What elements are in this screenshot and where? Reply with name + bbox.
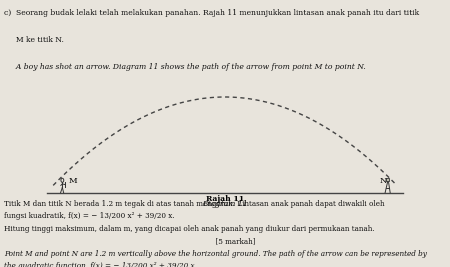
Text: Titik M dan titik N berada 1.2 m tegak di atas tanah mengufuk. Lintasan anak pan: Titik M dan titik N berada 1.2 m tegak d… (4, 200, 385, 208)
Text: Rajah 11: Rajah 11 (206, 195, 244, 203)
Text: M ke titik N.: M ke titik N. (4, 36, 64, 44)
Text: M: M (69, 176, 77, 184)
Text: A boy has shot an arrow. Diagram 11 shows the path of the arrow from point M to : A boy has shot an arrow. Diagram 11 show… (4, 63, 366, 71)
Text: Diagram 11: Diagram 11 (202, 200, 248, 208)
Text: Point M and point N are 1.2 m vertically above the horizontal ground. The path o: Point M and point N are 1.2 m vertically… (4, 250, 428, 258)
Text: N: N (380, 176, 387, 184)
Text: the quadratic function, f(x) = − 13/200 x² + 39/20 x.: the quadratic function, f(x) = − 13/200 … (4, 262, 198, 267)
Text: [5 markah]: [5 markah] (4, 237, 256, 245)
Text: c)  Seorang budak lelaki telah melakukan panahan. Rajah 11 menunjukkan lintasan : c) Seorang budak lelaki telah melakukan … (4, 9, 419, 17)
Bar (387, 178, 389, 181)
Text: fungsi kuadratik, f(x) = − 13/200 x² + 39/20 x.: fungsi kuadratik, f(x) = − 13/200 x² + 3… (4, 212, 175, 220)
Text: Hitung tinggi maksimum, dalam m, yang dicapai oleh anak panah yang diukur dari p: Hitung tinggi maksimum, dalam m, yang di… (4, 225, 375, 233)
